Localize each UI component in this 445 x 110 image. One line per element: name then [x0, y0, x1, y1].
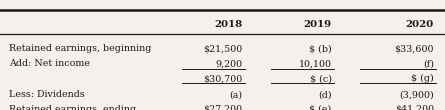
- Text: 2020: 2020: [406, 20, 434, 29]
- Text: $ (e): $ (e): [309, 105, 332, 110]
- Text: 10,100: 10,100: [299, 59, 332, 68]
- Text: Retained earnings, ending: Retained earnings, ending: [9, 105, 136, 110]
- Text: $ (b): $ (b): [309, 44, 332, 53]
- Text: $30,700: $30,700: [203, 74, 243, 83]
- Text: $27,200: $27,200: [203, 105, 243, 110]
- Text: (f): (f): [423, 59, 434, 68]
- Text: $ (c): $ (c): [310, 74, 332, 83]
- Text: Add: Net income: Add: Net income: [9, 59, 90, 68]
- Text: 2019: 2019: [303, 20, 332, 29]
- Text: $41,200: $41,200: [395, 105, 434, 110]
- Text: (a): (a): [230, 90, 243, 99]
- Text: Retained earnings, beginning: Retained earnings, beginning: [9, 44, 151, 53]
- Text: Less: Dividends: Less: Dividends: [9, 90, 85, 99]
- Text: (3,900): (3,900): [399, 90, 434, 99]
- Text: $33,600: $33,600: [394, 44, 434, 53]
- Text: 9,200: 9,200: [215, 59, 243, 68]
- Text: $ (g): $ (g): [411, 74, 434, 83]
- Text: (d): (d): [318, 90, 332, 99]
- Text: 2018: 2018: [214, 20, 243, 29]
- Text: $21,500: $21,500: [203, 44, 243, 53]
